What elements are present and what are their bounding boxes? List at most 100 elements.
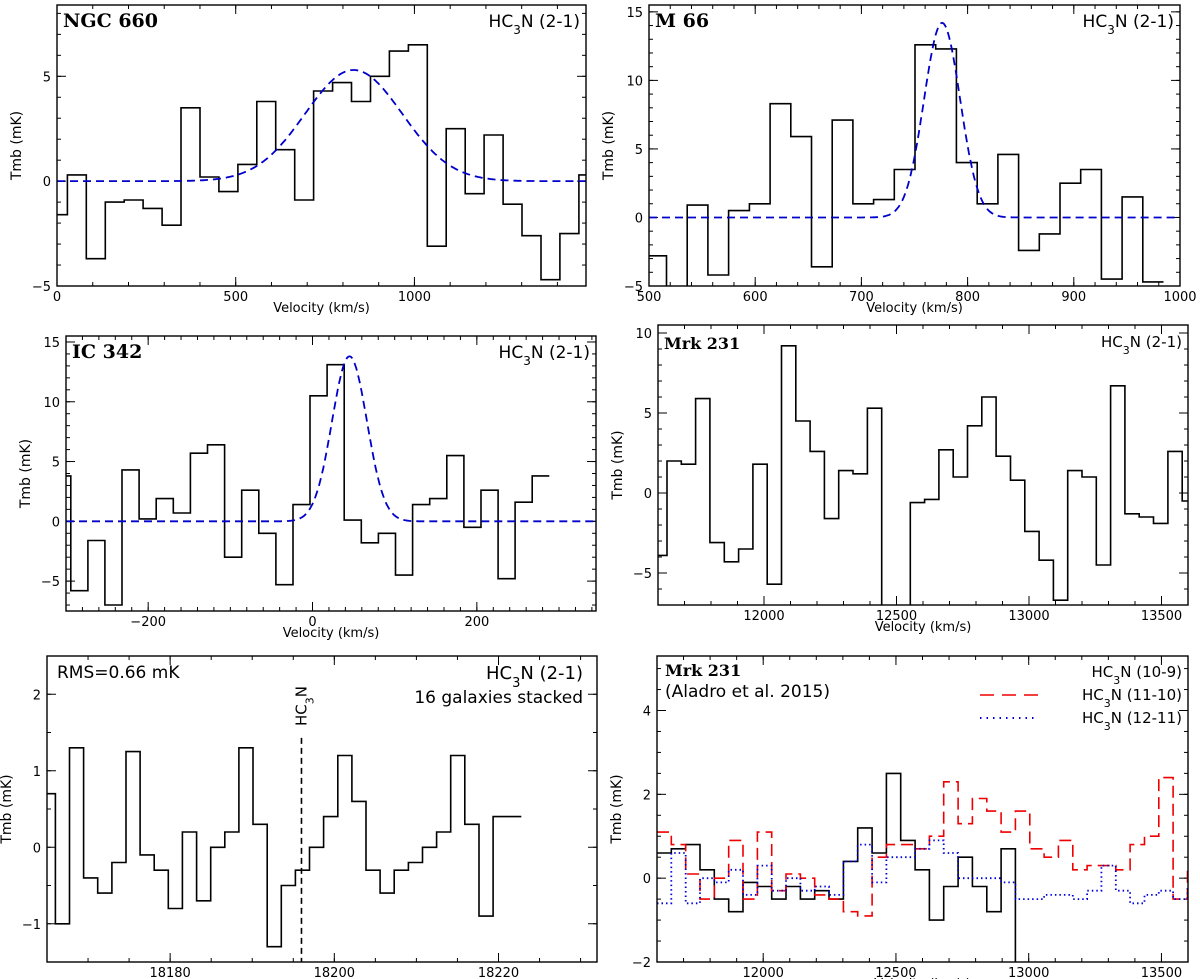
- y-tick-label: 5: [635, 143, 643, 158]
- reference-label: (Aladro et al. 2015): [665, 682, 830, 702]
- y-tick-label: −2: [632, 956, 651, 971]
- spectrum-line-1: [658, 345, 1188, 605]
- panel-2: 500 600 700 800 900 1000 −5 0 5 10 15 Velocity (km/…: [601, 4, 1197, 316]
- y-tick-label: 0: [33, 841, 41, 856]
- line-label: HC3N (2-1): [1101, 333, 1182, 357]
- y-tick-label: −5: [624, 280, 643, 295]
- y-axis-label: Tmb (mK): [0, 774, 15, 844]
- y-tick-label: 10: [626, 74, 643, 89]
- panel-3: −200 0 200 −5 0 5 10 15 Velocity (km/s) Tmb (mK) I…: [18, 335, 597, 641]
- x-axis-label: Velocity (km/s): [875, 620, 972, 635]
- y-axis-label: Tmb (mK): [610, 430, 626, 500]
- y-axis-label: Tmb (mK): [601, 111, 617, 181]
- line-marker-label: HC3N: [292, 686, 316, 726]
- x-tick-label: 13000: [1008, 966, 1049, 979]
- y-tick-label: 5: [43, 70, 51, 85]
- plot-frame: [46, 655, 598, 963]
- y-axis-label: Tmb (mK): [18, 439, 34, 509]
- plot-frame: [656, 655, 1189, 963]
- x-tick-label: 18220: [478, 966, 519, 979]
- x-tick-label: 600: [743, 290, 768, 305]
- x-axis-label: Velocity (km/s): [866, 301, 963, 316]
- x-axis-label: Velocity (km/s): [273, 301, 370, 316]
- y-tick-label: 0: [43, 175, 51, 190]
- plot-frame: [648, 4, 1181, 287]
- x-tick-label: 1000: [1163, 290, 1196, 305]
- legend-label-1: HC3N (10-9): [1091, 663, 1182, 687]
- plot-frame: [657, 324, 1189, 606]
- galaxy-name: M 66: [655, 10, 709, 32]
- x-tick-label: −200: [130, 615, 166, 630]
- y-tick-label: 2: [643, 788, 651, 803]
- y-tick-label: 5: [52, 456, 60, 471]
- y-axis-label: Tmb (mK): [609, 774, 625, 844]
- x-tick-label: 500: [637, 290, 662, 305]
- plot-frame: [65, 335, 597, 612]
- y-tick-label: 15: [626, 6, 643, 21]
- x-tick-label: 200: [464, 615, 489, 630]
- x-tick-label: 13500: [1141, 609, 1182, 624]
- gaussian-fit-curve: [649, 21, 1180, 219]
- galaxy-name: NGC 660: [63, 10, 158, 32]
- x-tick-label: 12000: [743, 609, 784, 624]
- galaxy-name: Mrk 231: [664, 334, 740, 353]
- spectrum-line-2: [657, 776, 1188, 917]
- gaussian-fit-curve: [57, 69, 586, 182]
- x-axis-label: Velocity (km/s): [874, 977, 971, 979]
- spectrum-line-3: [657, 839, 1188, 905]
- x-tick-label: 18200: [314, 966, 355, 979]
- x-tick-label: 1000: [398, 290, 431, 305]
- y-tick-label: 0: [52, 515, 60, 530]
- x-tick-label: 12500: [876, 609, 917, 624]
- legend-label-2: HC3N (11-10): [1082, 686, 1182, 710]
- panel-4: 12000 12500 13000 13500 −5 0 5 10 Velocity (km/s…: [610, 324, 1189, 635]
- spectrum-line-1: [657, 772, 1017, 962]
- spectrum-line-1: [66, 363, 550, 606]
- x-tick-label: 12000: [743, 966, 784, 979]
- spectrum-line-1: [57, 44, 586, 281]
- gaussian-fit-curve: [66, 355, 596, 523]
- y-tick-label: 0: [644, 487, 652, 502]
- spectrum-line-1: [47, 747, 522, 948]
- y-tick-label: 2: [33, 688, 41, 703]
- spectrum-line-1: [649, 44, 1164, 286]
- plot-frame: [56, 4, 587, 287]
- x-axis-label: Velocity (km/s): [283, 626, 380, 641]
- x-tick-label: 500: [223, 290, 248, 305]
- y-tick-label: −5: [32, 280, 51, 295]
- line-label: HC3N (2-1): [486, 663, 583, 691]
- y-tick-label: 5: [644, 407, 652, 422]
- y-tick-label: 10: [43, 396, 60, 411]
- y-tick-label: −5: [41, 575, 60, 590]
- legend-label-3: HC3N (12-11): [1082, 709, 1182, 733]
- line-label: HC3N (2-1): [1083, 12, 1174, 37]
- y-tick-label: 0: [635, 211, 643, 226]
- panel-6: 12000 12500 13000 13500 −2 0 2 4 Velocity (km/s)…: [609, 655, 1189, 979]
- y-tick-label: −5: [633, 567, 652, 582]
- x-tick-label: 18180: [149, 966, 190, 979]
- line-label: HC3N (2-1): [499, 343, 590, 368]
- y-tick-label: 15: [43, 336, 60, 351]
- line-label: HC3N (2-1): [489, 12, 580, 37]
- x-tick-label: 900: [1061, 290, 1086, 305]
- stack-label: 16 galaxies stacked: [414, 688, 583, 708]
- y-tick-label: 1: [33, 765, 41, 780]
- galaxy-name: Mrk 231: [665, 661, 741, 680]
- rms-label: RMS=0.66 mK: [57, 663, 180, 683]
- y-tick-label: 4: [643, 704, 651, 719]
- y-tick-label: 10: [635, 327, 652, 342]
- x-tick-label: 800: [955, 290, 980, 305]
- y-tick-label: −1: [22, 918, 41, 933]
- x-tick-label: 0: [308, 615, 316, 630]
- galaxy-name: IC 342: [72, 341, 142, 363]
- x-tick-label: 0: [53, 290, 61, 305]
- x-tick-label: 700: [849, 290, 874, 305]
- x-tick-label: 13500: [1141, 966, 1182, 979]
- y-tick-label: 0: [643, 872, 651, 887]
- x-tick-label: 12500: [875, 966, 916, 979]
- x-tick-label: 13000: [1008, 609, 1049, 624]
- y-axis-label: Tmb (mK): [9, 111, 25, 181]
